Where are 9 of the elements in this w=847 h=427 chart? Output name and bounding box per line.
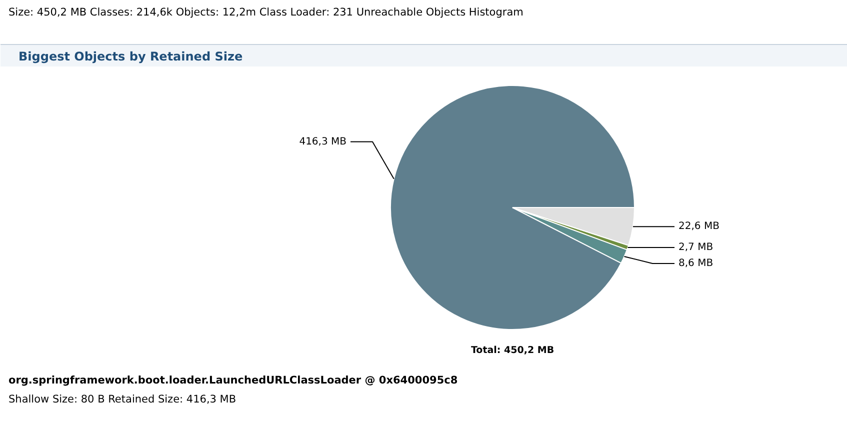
data-label: 2,7 MB	[678, 242, 714, 254]
text: Total: 450,2 MB	[470, 345, 554, 356]
data-label: 8,6 MB	[678, 258, 714, 270]
data-label: 22,6 MB	[678, 221, 720, 232]
text: Size: 450,2 MB Classes: 214,6k Objects: 12,2m Class Loader: 231 Unreachable Objects Histogram	[8, 6, 524, 18]
text: org.springframework.boot.loader.LaunchedURLClassLoader @ 0x6400095c8	[8, 374, 458, 386]
data-label: 416,3 MB	[299, 136, 347, 148]
text: Shallow Size: 80 B Retained Size: 416,3 MB	[8, 394, 236, 406]
text: Biggest Objects by Retained Size	[18, 50, 243, 64]
